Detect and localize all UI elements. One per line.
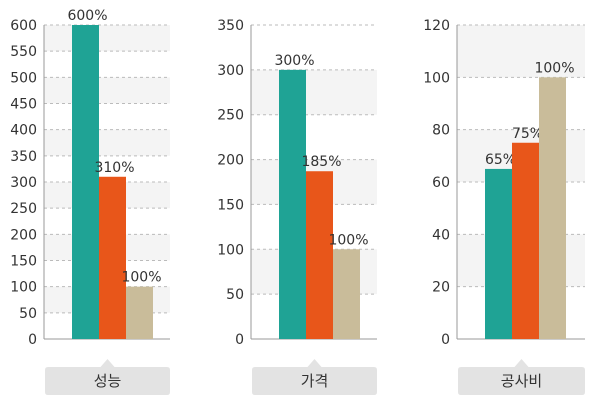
y-tick-label: 20 (432, 280, 450, 296)
y-tick-label: 120 (423, 18, 450, 34)
chart-panel-3: 0 20 40 60 80 100 120 65% 75% 100% 공사비 (423, 18, 585, 395)
y-tick-label: 450 (10, 97, 37, 113)
bar-1 (279, 69, 306, 339)
bar-value-label: 300% (274, 53, 314, 69)
category-tab (458, 359, 585, 395)
y-tick-label: 200 (10, 227, 37, 243)
y-tick-label: 50 (226, 287, 244, 303)
grid-band (457, 25, 585, 78)
y-tick-label: 550 (10, 44, 37, 60)
bar-3 (333, 249, 360, 339)
y-tick-label: 300 (10, 175, 37, 191)
chart-panel-2: 0 50 100 150 200 250 300 350 300% 185% 100% 가격 (217, 18, 377, 395)
grid-band (44, 129, 170, 156)
chart-panel-1: 0 50 100 150 200 250 300 350 400 450 500 550 600 600%… (10, 8, 170, 395)
category-label: 가격 (301, 372, 329, 390)
y-tick-label: 150 (217, 197, 244, 213)
category-label: 공사비 (501, 372, 542, 390)
bar-value-label: 310% (94, 160, 134, 176)
y-tick-label: 100 (423, 70, 450, 86)
y-tick-label: 250 (10, 201, 37, 217)
category-tab (252, 359, 377, 395)
y-tick-label: 80 (432, 123, 450, 139)
y-tick-label: 350 (217, 18, 244, 34)
bar-value-label: 100% (328, 232, 368, 248)
y-tick-label: 60 (432, 175, 450, 191)
bar-value-label: 100% (534, 60, 574, 76)
y-tick-label: 500 (10, 70, 37, 86)
bar-3 (539, 77, 566, 339)
y-tick-label: 150 (10, 254, 37, 270)
y-tick-label: 200 (217, 153, 244, 169)
bar-1 (485, 168, 512, 339)
y-tick-label: 40 (432, 227, 450, 243)
y-tick-label: 0 (235, 332, 244, 348)
grid-band (251, 69, 377, 115)
y-tick-label: 0 (441, 332, 450, 348)
bar-3 (126, 286, 153, 339)
bar-2 (306, 171, 333, 339)
category-tab (45, 359, 170, 395)
y-tick-label: 300 (217, 63, 244, 79)
bar-1 (72, 25, 99, 339)
bar-value-label: 75% (512, 126, 543, 142)
bar-value-label: 100% (121, 270, 161, 286)
y-tick-label: 250 (217, 108, 244, 124)
category-label: 성능 (94, 372, 122, 390)
bar-value-label: 185% (301, 154, 341, 170)
bar-2 (99, 176, 126, 339)
y-tick-label: 350 (10, 149, 37, 165)
y-tick-label: 0 (28, 332, 37, 348)
grid-band (44, 77, 170, 104)
bar-value-label: 65% (485, 152, 516, 168)
grid-band (44, 25, 170, 52)
y-tick-label: 100 (217, 242, 244, 258)
y-tick-label: 100 (10, 280, 37, 296)
bar-2 (512, 142, 539, 339)
y-tick-label: 50 (19, 306, 37, 322)
y-tick-label: 600 (10, 18, 37, 34)
bar-value-label: 600% (67, 8, 107, 24)
y-tick-label: 400 (10, 123, 37, 139)
